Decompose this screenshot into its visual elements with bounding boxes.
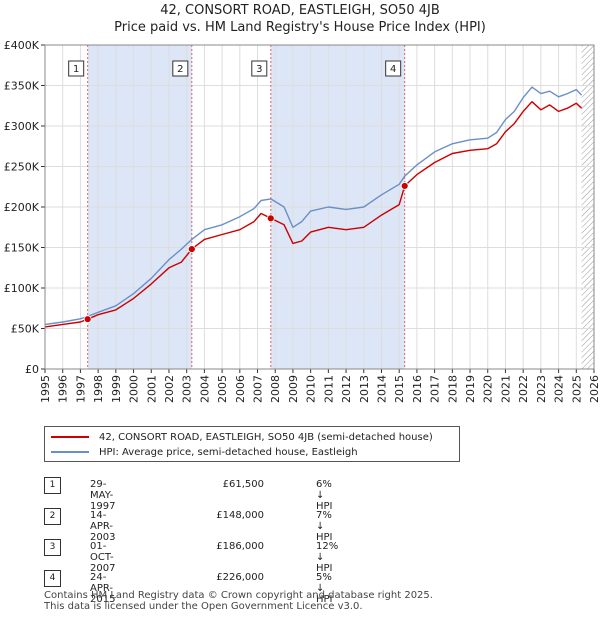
transaction-number: 4	[44, 570, 61, 587]
transaction-date: 14-APR-2003	[90, 510, 116, 543]
x-tick-label: 2023	[535, 375, 548, 403]
x-tick-label: 1998	[92, 375, 105, 403]
transaction-marker-label: 1	[73, 64, 79, 75]
transaction-price: £148,000	[216, 510, 264, 521]
x-tick-label: 2021	[499, 375, 512, 403]
plot-frame	[44, 44, 595, 370]
x-tick-label: 2002	[163, 375, 176, 403]
transaction-number: 3	[44, 539, 61, 556]
transaction-point	[187, 245, 196, 254]
y-tick-label: £350K	[4, 80, 40, 93]
transaction-date: 24-APR-2015	[90, 572, 116, 605]
x-tick-label: 1995	[39, 375, 52, 403]
transaction-price: £61,500	[222, 479, 264, 490]
x-tick-label: 2011	[322, 375, 335, 403]
x-tick-label: 2010	[305, 375, 318, 403]
transaction-number: 1	[44, 477, 61, 494]
legend-swatch-hpi	[51, 451, 89, 453]
x-tick-label: 2012	[340, 375, 353, 403]
x-tick-label: 2000	[128, 375, 141, 403]
transaction-hpi-diff: 7% ↓ HPI	[316, 510, 333, 543]
y-tick-label: £250K	[4, 161, 40, 174]
transaction-point	[266, 214, 275, 223]
transaction-marker-label: 4	[390, 64, 396, 75]
x-tick-label: 2018	[446, 375, 459, 403]
x-tick-label: 2005	[216, 375, 229, 403]
x-tick-label: 2003	[181, 375, 194, 403]
property-price-line	[44, 101, 583, 328]
y-tick-label: £400K	[4, 39, 40, 52]
transaction-marker-label: 2	[177, 64, 183, 75]
x-tick-label: 2017	[429, 375, 442, 403]
x-tick-label: 2001	[145, 375, 158, 403]
x-tick-label: 2007	[252, 375, 265, 403]
transaction-hpi-diff: 5% ↓ HPI	[316, 572, 333, 605]
x-tick-label: 2022	[517, 375, 530, 403]
transaction-marker-box	[251, 60, 268, 77]
x-tick-label: 2024	[553, 375, 566, 403]
transaction-marker-label: 3	[256, 64, 262, 75]
legend-item-hpi: HPI: Average price, semi-detached house,…	[51, 445, 358, 459]
y-tick-label: £0	[25, 363, 39, 376]
y-tick-label: £150K	[4, 242, 40, 255]
chart-title: 42, CONSORT ROAD, EASTLEIGH, SO50 4JB	[160, 3, 440, 18]
y-tick-label: £300K	[4, 120, 40, 133]
transaction-hpi-diff: 12% ↓ HPI	[316, 541, 339, 574]
y-tick-label: £50K	[11, 323, 40, 336]
transaction-marker-box	[68, 60, 85, 77]
transaction-date: 29-MAY-1997	[90, 479, 116, 512]
x-tick-label: 2006	[234, 375, 247, 403]
x-tick-label: 2026	[588, 375, 600, 403]
x-tick-label: 2008	[269, 375, 282, 403]
transaction-marker-box	[172, 60, 189, 77]
y-tick-label: £200K	[4, 201, 40, 214]
x-tick-label: 2013	[358, 375, 371, 403]
transaction-number: 2	[44, 508, 61, 525]
x-tick-label: 1997	[74, 375, 87, 403]
x-tick-label: 2014	[375, 375, 388, 403]
transaction-point	[83, 315, 92, 324]
x-tick-label: 2020	[482, 375, 495, 403]
price-chart: 1 2 3 4 1995 1996 1997 1998 1999 2000 2001 2002 200…	[4, 39, 600, 403]
footer-copyright: Contains HM Land Registry data © Crown c…	[44, 590, 433, 601]
transaction-point	[400, 182, 409, 190]
x-tick-label: 2016	[411, 375, 424, 403]
transaction-price: £226,000	[216, 572, 264, 583]
x-tick-label: 2025	[570, 375, 583, 403]
transaction-date: 01-OCT-2007	[90, 541, 116, 574]
legend-label-property: 42, CONSORT ROAD, EASTLEIGH, SO50 4JB (s…	[99, 431, 433, 443]
x-tick-label: 1999	[110, 375, 123, 403]
transaction-marker-box	[385, 60, 402, 77]
legend-label-hpi: HPI: Average price, semi-detached house,…	[99, 446, 358, 458]
footer-licence: This data is licensed under the Open Gov…	[44, 601, 363, 612]
chart-subtitle: Price paid vs. HM Land Registry's House …	[114, 20, 486, 35]
legend-swatch-property	[51, 436, 89, 438]
transaction-price: £186,000	[216, 541, 264, 552]
x-tick-label: 1996	[57, 375, 70, 403]
x-tick-label: 2004	[198, 375, 211, 403]
hpi-line	[44, 86, 583, 326]
x-tick-label: 2019	[464, 375, 477, 403]
y-tick-label: £100K	[4, 282, 40, 295]
transaction-hpi-diff: 6% ↓ HPI	[316, 479, 333, 512]
legend: 42, CONSORT ROAD, EASTLEIGH, SO50 4JB (s…	[44, 426, 460, 462]
legend-item-property: 42, CONSORT ROAD, EASTLEIGH, SO50 4JB (s…	[51, 430, 433, 444]
x-tick-label: 2009	[287, 375, 300, 403]
x-tick-label: 2015	[393, 375, 406, 403]
